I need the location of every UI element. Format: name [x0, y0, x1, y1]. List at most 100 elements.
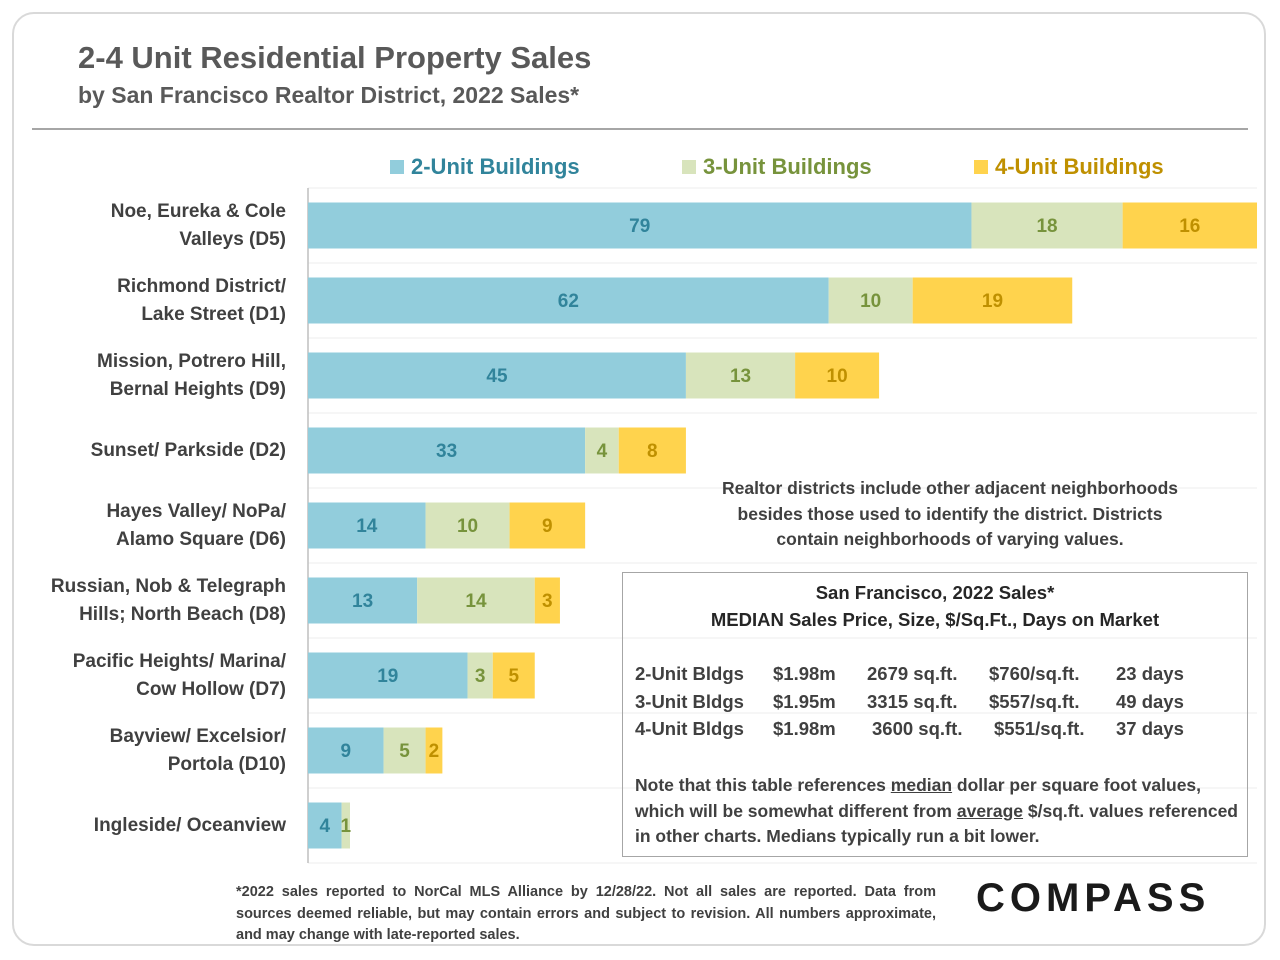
- category-label-line: Hills; North Beach (D8): [79, 603, 286, 625]
- district-note-line: besides those used to identify the distr…: [737, 503, 1163, 524]
- data-label: 13: [352, 591, 373, 612]
- row-price: $1.98m: [773, 718, 836, 739]
- category-label-line: Bernal Heights (D9): [109, 378, 286, 400]
- bar-segment: [308, 202, 972, 249]
- category-label-line: Portola (D10): [167, 753, 286, 775]
- category-label: Mission, Potrero Hill, Bernal Heights (D9…: [30, 348, 286, 404]
- bar-segment: [308, 577, 418, 624]
- page-subtitle: by San Francisco Realtor District, 2022 …: [78, 82, 580, 108]
- data-label: 3: [475, 666, 486, 687]
- row-ppsf: $557/sq.ft.: [989, 691, 1080, 712]
- data-label: 1: [341, 816, 352, 837]
- category-label: Noe, Eureka & Cole Valleys (D5): [30, 198, 286, 254]
- category-label: Richmond District/Lake Street (D1): [30, 273, 286, 329]
- bar-segment: [425, 502, 510, 549]
- data-label: 10: [827, 366, 848, 387]
- data-label: 79: [629, 216, 650, 237]
- row-dom: 49 days: [1116, 691, 1184, 712]
- bar-segment: [308, 427, 586, 474]
- category-label: Hayes Valley/ NoPa/Alamo Square (D6): [30, 498, 286, 554]
- data-label: 3: [542, 591, 553, 612]
- bar-segment: [308, 277, 829, 324]
- data-label: 14: [465, 591, 487, 612]
- data-label: 62: [558, 291, 579, 312]
- row-size: 3315 sq.ft.: [867, 691, 958, 712]
- row-type: 2-Unit Bldgs: [635, 663, 744, 684]
- category-label: Russian, Nob & Telegraph Hills; North Bea…: [30, 573, 286, 629]
- bar-segment: [417, 577, 535, 624]
- category-label: Bayview/ Excelsior/Portola (D10): [30, 723, 286, 779]
- bar-segment: [308, 652, 468, 699]
- median-stats-box: San Francisco, 2022 Sales* MEDIAN Sales …: [622, 572, 1248, 857]
- bar-segment: [795, 352, 880, 399]
- data-label: 45: [486, 366, 508, 387]
- data-label: 4: [320, 816, 331, 837]
- compass-logo: COMPASS: [976, 876, 1211, 920]
- row-type: 3-Unit Bldgs: [635, 691, 744, 712]
- row-dom: 37 days: [1116, 718, 1184, 739]
- median-note-text: dollar per square foot values, which wil…: [635, 775, 1202, 821]
- category-label-line: Richmond District/: [117, 275, 286, 297]
- data-label: 9: [542, 516, 553, 537]
- category-label-line: Russian, Nob & Telegraph: [50, 575, 286, 597]
- median-note: Note that this table references median d…: [635, 773, 1245, 850]
- data-label: 5: [399, 741, 410, 762]
- row-size: 2679 sq.ft.: [867, 663, 958, 684]
- bar-segment: [308, 802, 342, 849]
- legend-item-3-unit: 3-Unit Buildings: [682, 154, 872, 180]
- category-label: Ingleside/ Oceanview: [30, 812, 286, 840]
- bar-segment: [509, 502, 586, 549]
- data-label: 10: [457, 516, 478, 537]
- row-type: 4-Unit Bldgs: [635, 718, 744, 739]
- bar-segment: [971, 202, 1123, 249]
- row-dom: 23 days: [1116, 663, 1184, 684]
- data-label: 33: [436, 441, 457, 462]
- median-note-emphasis: median: [890, 775, 953, 795]
- category-label-line: Bayview/ Excelsior/: [109, 725, 286, 747]
- median-note-text: $/sq.ft. values referenced in other char…: [635, 800, 1238, 847]
- category-label-line: Valleys (D5): [179, 228, 286, 250]
- legend-label-3-unit: 3-Unit Buildings: [703, 154, 872, 179]
- district-note-line: Realtor districts include other adjacent…: [721, 478, 1179, 498]
- bar-segment: [912, 277, 1073, 324]
- bar-segment: [685, 352, 796, 399]
- category-label-line: Noe, Eureka & Cole: [110, 200, 286, 222]
- data-label: 8: [647, 441, 658, 462]
- row-price: $1.95m: [773, 691, 836, 712]
- legend-swatch-2-unit: [390, 160, 404, 174]
- data-label: 2: [429, 741, 440, 762]
- median-stats-title: San Francisco, 2022 Sales*: [815, 582, 1055, 603]
- row-price: $1.98m: [773, 663, 836, 684]
- bar-segment: [492, 652, 535, 699]
- bar-segment: [383, 727, 426, 774]
- chart-card: [12, 12, 1266, 946]
- category-label-line: Lake Street (D1): [141, 303, 286, 325]
- category-label-line: Cow Hollow (D7): [136, 678, 286, 700]
- legend-label-2-unit: 2-Unit Buildings: [411, 154, 580, 179]
- median-stats-subtitle: MEDIAN Sales Price, Size, $/Sq.Ft., Days…: [710, 609, 1160, 630]
- data-label: 14: [356, 516, 378, 537]
- data-label: 5: [508, 666, 519, 687]
- legend-swatch-3-unit: [682, 160, 696, 174]
- legend-item-4-unit: 4-Unit Buildings: [974, 154, 1164, 180]
- row-ppsf: $551/sq.ft.: [994, 718, 1085, 739]
- median-note-text: Note that this table references: [635, 775, 891, 795]
- data-label: 19: [982, 291, 1003, 312]
- page-title: 2-4 Unit Residential Property Sales: [78, 40, 592, 75]
- bar-segment: [467, 652, 493, 699]
- bar-segment: [425, 727, 443, 774]
- title-divider: [32, 128, 1248, 130]
- data-label: 18: [1036, 216, 1057, 237]
- category-label-line: Hayes Valley/ NoPa/: [106, 500, 286, 522]
- bar-segment: [341, 802, 350, 849]
- legend-swatch-4-unit: [974, 160, 988, 174]
- category-label-line: Ingleside/ Oceanview: [93, 814, 286, 836]
- bar-segment: [828, 277, 913, 324]
- category-label: Pacific Heights/ Marina/Cow Hollow (D7): [30, 648, 286, 704]
- bar-segment: [618, 427, 686, 474]
- category-label-line: Mission, Potrero Hill,: [97, 350, 286, 372]
- bar-segment: [308, 502, 426, 549]
- bar-segment: [308, 727, 384, 774]
- category-label-line: Sunset/ Parkside (D2): [90, 439, 286, 461]
